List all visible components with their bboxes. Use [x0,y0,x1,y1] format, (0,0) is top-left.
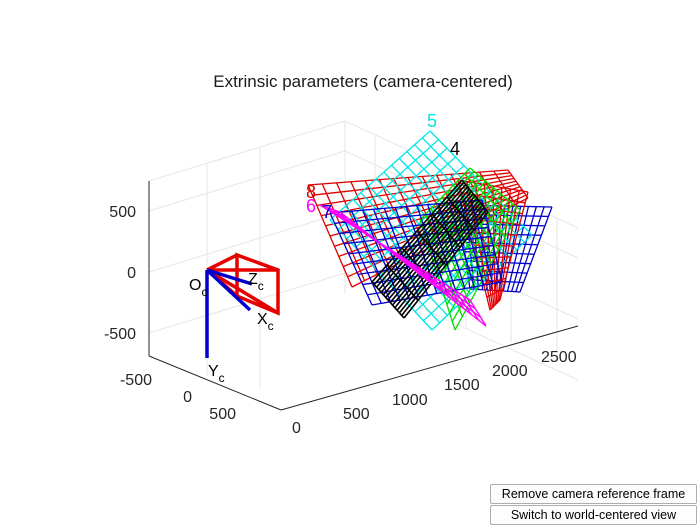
vertical-tick-0: 0 [127,265,136,282]
plane-4 [371,179,489,319]
z-axis-label: Zc [248,271,264,293]
vertical-tick-500: 500 [109,204,136,221]
camera-labels: Oc Zc Xc Yc [189,271,274,385]
plot-title: Extrinsic parameters (camera-centered) [213,72,513,91]
plane-label-5: 5 [427,111,437,131]
plane-label-4: 4 [450,139,460,159]
plane-label-8: 8 [306,182,316,202]
plane-label-6: 6 [306,196,316,216]
left-tick-500: 500 [209,406,236,423]
switch-view-button[interactable]: Switch to world-centered view [490,505,697,525]
left-tick-0: 0 [183,389,192,406]
right-tick-1000: 1000 [392,392,428,409]
origin-label: Oc [189,277,207,299]
right-tick-1500: 1500 [444,377,480,394]
axis-lines [148,181,579,411]
camera-axes [205,268,253,358]
y-axis-label: Yc [208,363,225,385]
plane-6 [319,204,487,327]
remove-camera-frame-button[interactable]: Remove camera reference frame [490,484,697,504]
axes-grid [148,120,579,389]
right-tick-2000: 2000 [492,363,528,380]
x-axis-label: Xc [257,311,274,333]
plane-labels: 8 6 7 5 4 [306,111,460,222]
right-tick-0: 0 [292,420,301,437]
right-tick-500: 500 [343,406,370,423]
left-tick-neg500: -500 [120,372,152,389]
plane-label-7: 7 [322,202,332,222]
vertical-tick-neg500: -500 [104,326,136,343]
right-tick-2500: 2500 [541,349,577,366]
calibration-planes [307,130,553,331]
tick-labels: 500 0 -500 -500 0 500 0 500 1000 1500 20… [104,204,577,437]
